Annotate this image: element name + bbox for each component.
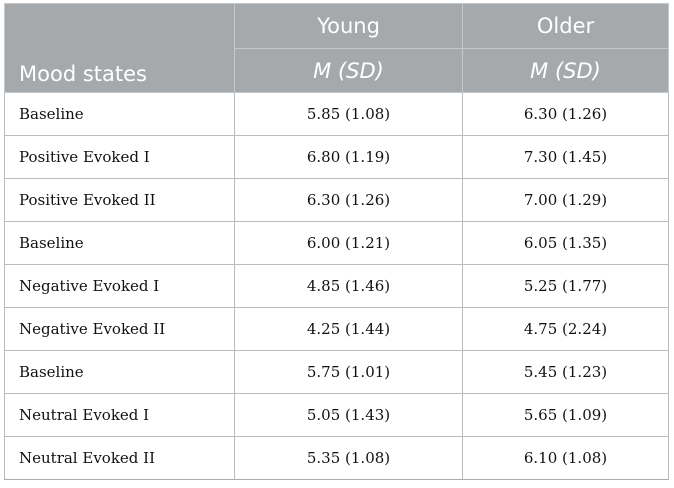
older-value-cell: 5.45 (1.23) [462,350,669,394]
table-row: Baseline 5.85 (1.08) 6.30 (1.26) [4,92,669,136]
young-value-cell: 6.00 (1.21) [234,221,463,265]
table-row: Neutral Evoked I 5.05 (1.43) 5.65 (1.09) [4,393,669,437]
group-header-young: Young [234,3,463,49]
sub-header-young: M (SD) [234,48,463,93]
young-value-cell: 4.25 (1.44) [234,307,463,351]
older-value-cell: 6.05 (1.35) [462,221,669,265]
row-header-label: Mood states [4,3,235,93]
older-value-cell: 5.65 (1.09) [462,393,669,437]
table-row: Positive Evoked II 6.30 (1.26) 7.00 (1.2… [4,178,669,222]
older-value-cell: 4.75 (2.24) [462,307,669,351]
table-row: Positive Evoked I 6.80 (1.19) 7.30 (1.45… [4,135,669,179]
young-value-cell: 5.75 (1.01) [234,350,463,394]
mood-state-cell: Positive Evoked II [4,178,235,222]
mood-state-cell: Neutral Evoked I [4,393,235,437]
mood-state-cell: Negative Evoked I [4,264,235,308]
young-value-cell: 6.80 (1.19) [234,135,463,179]
older-value-cell: 6.30 (1.26) [462,92,669,136]
older-value-cell: 5.25 (1.77) [462,264,669,308]
table-row: Negative Evoked I 4.85 (1.46) 5.25 (1.77… [4,264,669,308]
table-header: Mood states Young Older M (SD) M (SD) [4,3,669,93]
young-value-cell: 6.30 (1.26) [234,178,463,222]
mood-states-table-container: Mood states Young Older M (SD) M (SD) Ba… [4,3,672,480]
mood-states-table: Mood states Young Older M (SD) M (SD) Ba… [4,3,669,480]
mood-state-cell: Baseline [4,221,235,265]
mood-state-cell: Negative Evoked II [4,307,235,351]
table-row: Neutral Evoked II 5.35 (1.08) 6.10 (1.08… [4,436,669,480]
mood-state-cell: Neutral Evoked II [4,436,235,480]
young-value-cell: 5.85 (1.08) [234,92,463,136]
older-value-cell: 7.30 (1.45) [462,135,669,179]
table-row: Baseline 6.00 (1.21) 6.05 (1.35) [4,221,669,265]
table-body: Baseline 5.85 (1.08) 6.30 (1.26) Positiv… [4,92,669,480]
older-value-cell: 7.00 (1.29) [462,178,669,222]
table-row: Negative Evoked II 4.25 (1.44) 4.75 (2.2… [4,307,669,351]
young-value-cell: 5.35 (1.08) [234,436,463,480]
group-header-older: Older [462,3,669,49]
sub-header-older: M (SD) [462,48,669,93]
young-value-cell: 4.85 (1.46) [234,264,463,308]
young-value-cell: 5.05 (1.43) [234,393,463,437]
mood-state-cell: Positive Evoked I [4,135,235,179]
mood-state-cell: Baseline [4,350,235,394]
table-row: Baseline 5.75 (1.01) 5.45 (1.23) [4,350,669,394]
mood-state-cell: Baseline [4,92,235,136]
older-value-cell: 6.10 (1.08) [462,436,669,480]
